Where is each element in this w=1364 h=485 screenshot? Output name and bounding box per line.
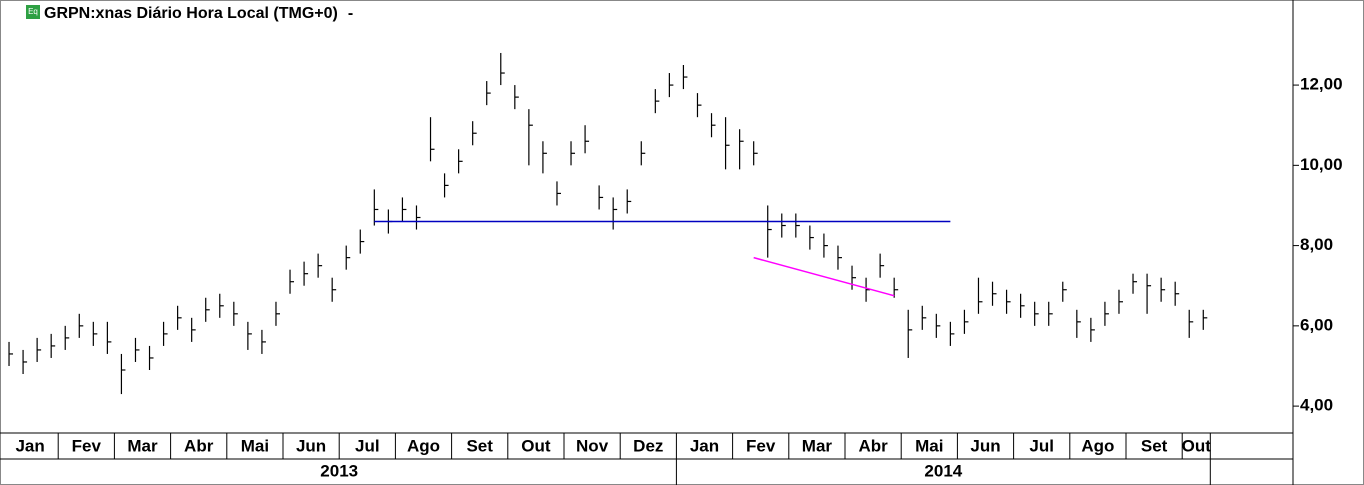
x-tick-label: Out: [1182, 436, 1212, 455]
x-tick-label: Mai: [241, 436, 269, 455]
title-suffix: -: [348, 5, 353, 22]
x-tick-label: Mar: [127, 436, 158, 455]
x-tick-label: Mai: [915, 436, 943, 455]
icon: [26, 5, 40, 19]
y-tick-label: 4,00: [1300, 396, 1333, 415]
year-label: 2014: [924, 461, 962, 480]
x-tick-label: Ago: [1081, 436, 1114, 455]
x-tick-label: Jul: [1029, 436, 1054, 455]
icon-text: Eq: [28, 7, 38, 16]
x-tick-label: Out: [521, 436, 551, 455]
y-tick-label: 10,00: [1300, 155, 1343, 174]
y-tick-label: 12,00: [1300, 75, 1343, 94]
x-tick-label: Abr: [184, 436, 214, 455]
x-tick-label: Fev: [746, 436, 776, 455]
chart-title: GRPN:xnas Diário Hora Local (TMG+0): [44, 5, 338, 22]
x-tick-label: Abr: [858, 436, 888, 455]
x-tick-label: Set: [466, 436, 493, 455]
trend-line: [753, 256, 895, 297]
x-tick-label: Ago: [407, 436, 440, 455]
x-tick-label: Dez: [633, 436, 663, 455]
y-tick-label: 6,00: [1300, 315, 1333, 334]
x-tick-label: Mar: [802, 436, 833, 455]
x-tick-label: Jun: [296, 436, 326, 455]
x-tick-label: Jun: [970, 436, 1000, 455]
x-tick-label: Nov: [576, 436, 609, 455]
y-tick-label: 8,00: [1300, 235, 1333, 254]
x-tick-label: Set: [1141, 436, 1168, 455]
x-tick-label: Fev: [72, 436, 102, 455]
year-label: 2013: [320, 461, 358, 480]
x-tick-label: Jul: [355, 436, 380, 455]
x-tick-label: Jan: [690, 436, 719, 455]
x-tick-label: Jan: [15, 436, 44, 455]
